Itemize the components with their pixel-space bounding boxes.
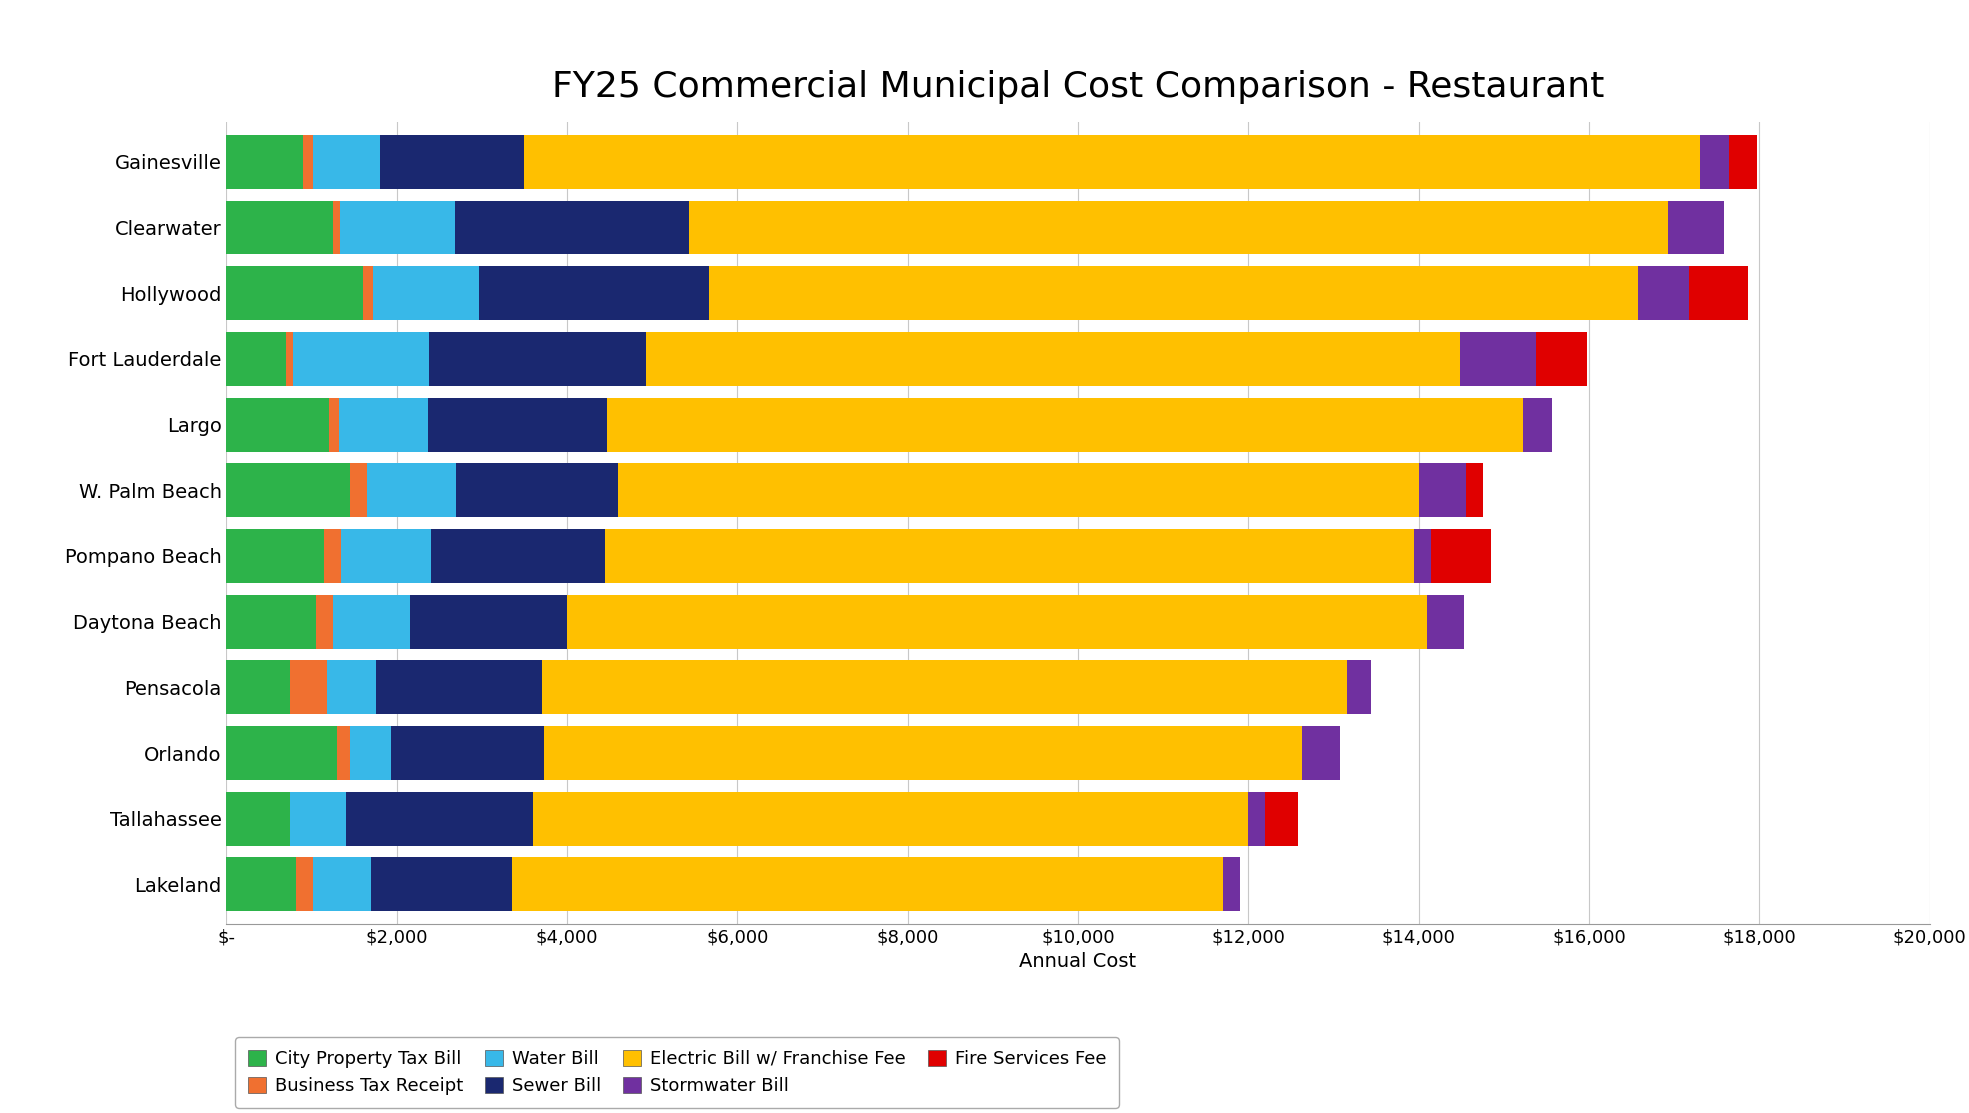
Bar [1266, 791, 1298, 846]
Bar [380, 135, 524, 189]
Bar [226, 200, 333, 255]
Bar [410, 594, 567, 649]
Bar [429, 332, 646, 386]
Bar [543, 726, 1302, 780]
Bar [541, 660, 1347, 715]
Bar [1223, 857, 1240, 912]
Bar [327, 660, 376, 715]
Bar [646, 332, 1459, 386]
Bar [1638, 266, 1689, 321]
Bar [390, 726, 543, 780]
Bar [226, 529, 325, 583]
Bar [303, 135, 313, 189]
Bar [567, 594, 1428, 649]
Bar [341, 529, 431, 583]
Bar [1699, 135, 1729, 189]
Bar [478, 266, 709, 321]
Bar [1729, 135, 1756, 189]
Title: FY25 Commercial Municipal Cost Comparison - Restaurant: FY25 Commercial Municipal Cost Compariso… [551, 70, 1605, 105]
Bar [313, 135, 380, 189]
Bar [1668, 200, 1723, 255]
Bar [689, 200, 1668, 255]
Bar [1689, 266, 1748, 321]
Bar [226, 791, 289, 846]
Bar [289, 660, 327, 715]
Bar [226, 397, 329, 452]
Bar [1302, 726, 1341, 780]
Bar [226, 726, 337, 780]
Bar [362, 266, 372, 321]
Bar [341, 200, 455, 255]
Bar [333, 594, 410, 649]
Bar [366, 463, 457, 518]
Bar [1431, 529, 1491, 583]
Bar [618, 463, 1420, 518]
Bar [1459, 332, 1536, 386]
Bar [709, 266, 1638, 321]
Bar [226, 266, 362, 321]
Bar [350, 726, 390, 780]
Bar [333, 200, 341, 255]
Bar [226, 463, 350, 518]
Bar [226, 660, 289, 715]
Bar [226, 594, 315, 649]
Bar [315, 594, 333, 649]
Bar [457, 463, 618, 518]
Bar [372, 266, 478, 321]
Legend: City Property Tax Bill, Business Tax Receipt, Water Bill, Sewer Bill, Electric B: City Property Tax Bill, Business Tax Rec… [236, 1037, 1118, 1107]
Bar [534, 791, 1248, 846]
Bar [524, 135, 1699, 189]
Bar [339, 397, 429, 452]
Bar [1465, 463, 1483, 518]
Bar [293, 332, 429, 386]
Bar [347, 791, 534, 846]
Bar [1428, 594, 1463, 649]
Bar [226, 332, 286, 386]
Bar [226, 135, 303, 189]
Bar [606, 397, 1522, 452]
Bar [1420, 463, 1465, 518]
Bar [286, 332, 293, 386]
Bar [455, 200, 689, 255]
Bar [429, 397, 606, 452]
Bar [226, 857, 295, 912]
Bar [1536, 332, 1587, 386]
Bar [329, 397, 339, 452]
Bar [1522, 397, 1552, 452]
Bar [376, 660, 541, 715]
Bar [295, 857, 313, 912]
Bar [289, 791, 347, 846]
X-axis label: Annual Cost: Annual Cost [1020, 953, 1136, 972]
Bar [512, 857, 1223, 912]
Bar [1248, 791, 1266, 846]
Bar [350, 463, 366, 518]
Bar [1347, 660, 1370, 715]
Bar [313, 857, 372, 912]
Bar [325, 529, 341, 583]
Bar [337, 726, 350, 780]
Bar [1414, 529, 1431, 583]
Bar [604, 529, 1414, 583]
Bar [372, 857, 512, 912]
Bar [431, 529, 604, 583]
